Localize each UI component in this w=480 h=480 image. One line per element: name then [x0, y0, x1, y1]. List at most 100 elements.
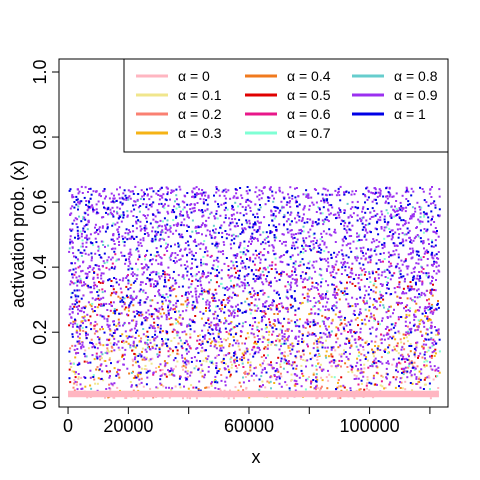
data-point: [288, 196, 291, 199]
data-point: [69, 207, 72, 210]
data-point: [199, 276, 202, 279]
data-point: [154, 347, 157, 350]
data-point: [389, 381, 392, 384]
data-point: [380, 338, 383, 341]
data-point: [417, 325, 420, 328]
data-point: [291, 254, 294, 257]
data-point: [304, 244, 307, 247]
data-point: [303, 297, 306, 299]
data-point: [141, 350, 143, 353]
data-point: [326, 199, 328, 202]
data-point: [287, 346, 290, 349]
data-point: [101, 291, 104, 294]
data-point: [386, 235, 389, 238]
data-point: [434, 326, 436, 328]
data-point: [220, 269, 223, 272]
data-point: [404, 388, 407, 391]
data-point: [282, 206, 285, 209]
data-point: [349, 346, 352, 349]
data-point: [249, 366, 252, 369]
data-point: [281, 343, 284, 345]
data-point: [306, 298, 309, 301]
data-point: [438, 338, 441, 341]
data-point: [73, 389, 76, 392]
data-point: [116, 371, 119, 374]
data-point: [270, 209, 273, 212]
data-point: [320, 232, 323, 235]
data-point: [85, 355, 88, 358]
data-point: [374, 188, 377, 191]
data-point: [156, 221, 159, 224]
data-point: [241, 197, 244, 199]
data-point: [215, 210, 218, 213]
data-point: [241, 205, 244, 208]
data-point: [207, 317, 210, 320]
data-point: [193, 367, 196, 370]
data-point: [404, 360, 407, 363]
data-point: [365, 384, 368, 387]
data-point: [407, 287, 410, 290]
data-point: [179, 339, 182, 342]
data-point: [273, 236, 276, 239]
data-point: [105, 266, 108, 269]
data-point: [152, 325, 155, 328]
data-point: [407, 200, 410, 203]
data-point: [397, 303, 399, 306]
data-point: [247, 336, 250, 339]
data-point: [167, 355, 170, 358]
data-point: [346, 281, 348, 284]
data-point: [349, 323, 352, 326]
data-point: [86, 396, 89, 399]
data-point: [235, 235, 238, 238]
data-point: [294, 299, 297, 302]
data-point: [404, 305, 407, 308]
data-point: [433, 260, 436, 263]
data-point: [281, 335, 284, 338]
data-point: [200, 290, 203, 293]
data-point: [359, 217, 361, 220]
data-point: [135, 248, 137, 251]
data-point: [365, 252, 367, 255]
data-point: [97, 297, 100, 300]
data-point: [185, 224, 188, 227]
data-point: [412, 276, 415, 279]
data-point: [360, 353, 363, 356]
data-point: [159, 245, 162, 248]
data-point: [77, 295, 80, 298]
data-point: [381, 317, 384, 320]
data-point: [106, 347, 109, 350]
data-point: [194, 258, 197, 261]
data-point: [425, 201, 428, 204]
data-point: [307, 262, 310, 265]
data-point: [97, 294, 100, 297]
data-point: [224, 304, 227, 307]
data-point: [375, 371, 378, 374]
data-point: [364, 229, 367, 232]
data-point: [270, 387, 272, 390]
data-point: [216, 370, 219, 373]
data-point: [126, 367, 129, 370]
data-point: [405, 189, 408, 192]
data-point: [156, 251, 159, 254]
data-point: [137, 372, 140, 374]
data-point: [146, 214, 149, 217]
data-point: [174, 261, 177, 264]
data-point: [186, 325, 188, 328]
data-point: [110, 304, 113, 307]
data-point: [262, 293, 265, 296]
data-point: [410, 327, 413, 330]
data-point: [236, 283, 239, 286]
data-point: [373, 198, 376, 201]
data-point: [297, 264, 300, 267]
data-point: [375, 328, 378, 331]
data-point: [169, 370, 172, 372]
data-point: [224, 380, 227, 383]
data-point: [311, 332, 314, 335]
data-point: [126, 313, 128, 316]
data-point: [252, 317, 255, 320]
data-point: [404, 278, 406, 280]
data-point: [225, 339, 228, 342]
data-point: [103, 262, 106, 265]
data-point: [260, 243, 262, 246]
data-point: [345, 324, 348, 327]
